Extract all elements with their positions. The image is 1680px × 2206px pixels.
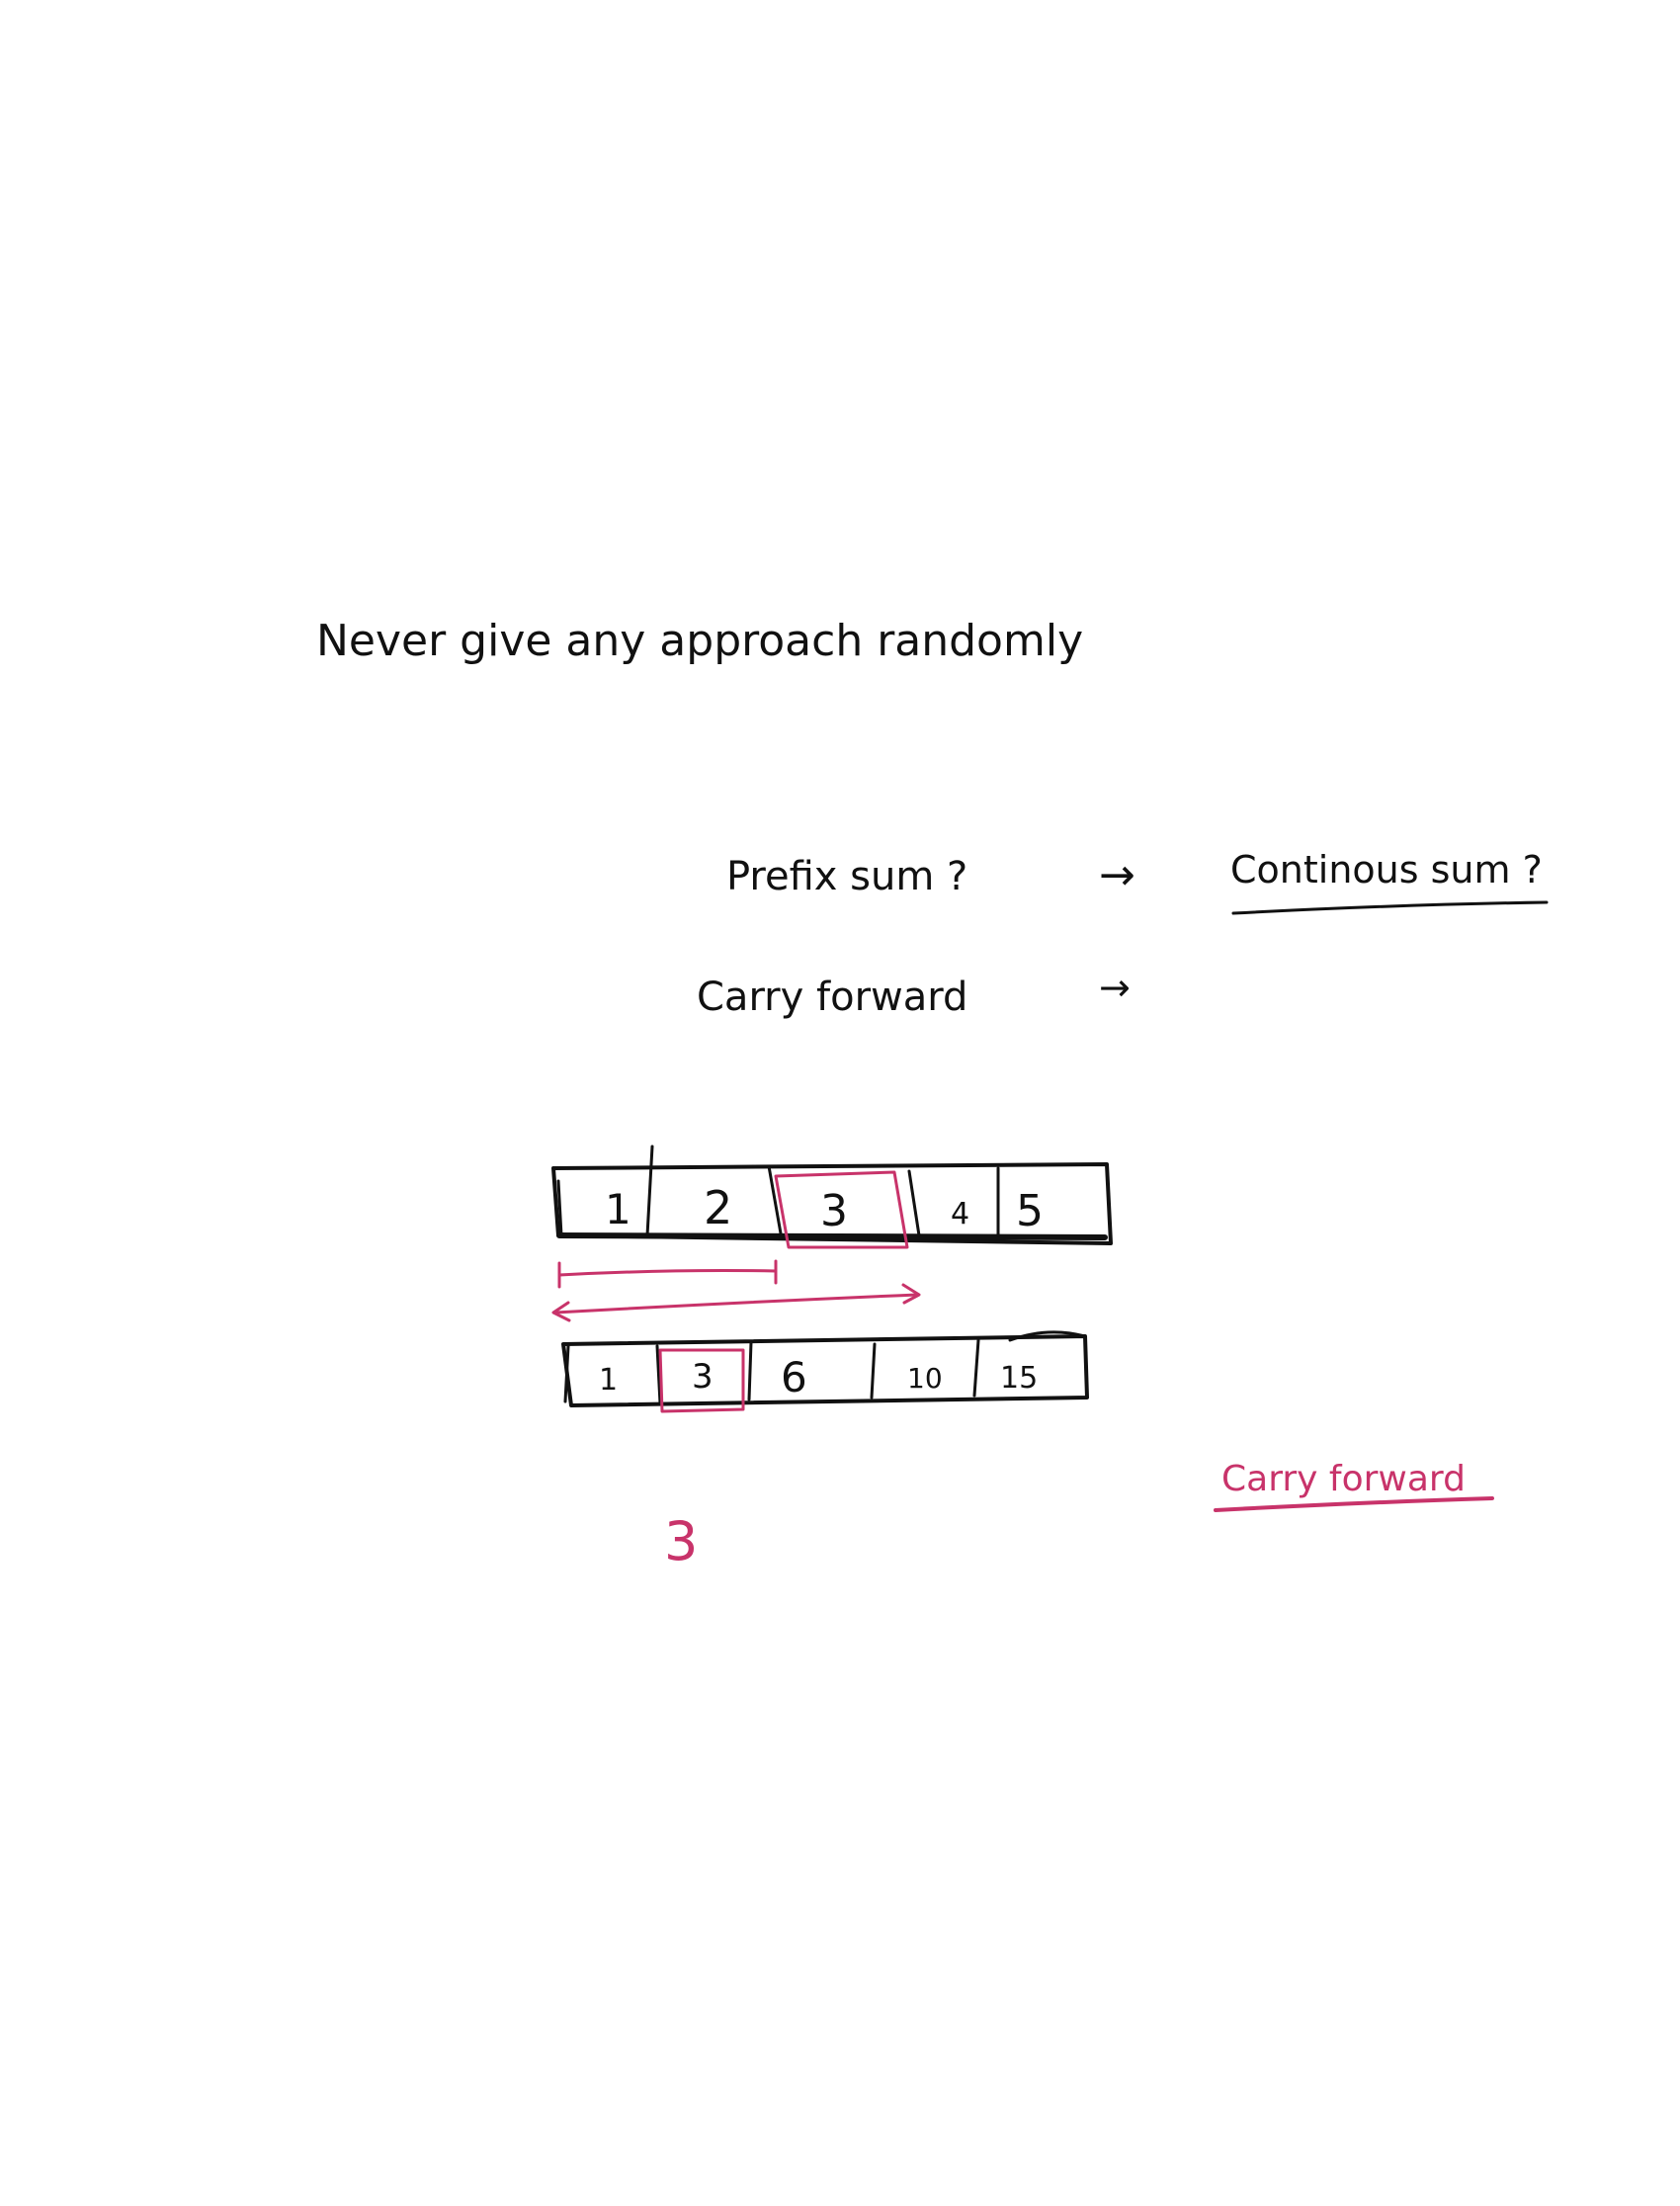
cell-divider	[972, 1338, 980, 1398]
array-cell: 6	[781, 1353, 807, 1401]
prefix-sum-label: Prefix sum ?	[726, 854, 967, 899]
range-arrows	[551, 1259, 921, 1322]
side-note-underline	[1214, 1496, 1494, 1512]
prefix-array: 1 3 6 10 15	[561, 1330, 1089, 1413]
array-cell: 2	[704, 1181, 732, 1234]
range-arrow-short	[557, 1269, 778, 1277]
arrow-right-icon: →	[1099, 966, 1131, 1009]
array-cell: 5	[1016, 1186, 1044, 1236]
cell-divider	[645, 1145, 654, 1237]
result-value: 3	[664, 1510, 698, 1572]
cell-divider	[747, 1340, 753, 1401]
heading-text: Never give any approach randomly	[316, 616, 1083, 666]
continuous-sum-underline	[1231, 900, 1549, 915]
cell-divider	[767, 1164, 783, 1235]
array-cell: 1	[599, 1363, 618, 1398]
original-array: 1 2 3 4 5	[551, 1145, 1113, 1249]
cell-divider	[870, 1342, 877, 1400]
highlight-box	[774, 1170, 909, 1249]
arrow-right-icon: →	[1099, 850, 1135, 900]
array-cell: 15	[1000, 1361, 1038, 1396]
array-cell: 3	[692, 1357, 714, 1397]
array-outline	[561, 1334, 1089, 1407]
array-cell: 4	[951, 1197, 969, 1231]
cell-divider	[907, 1169, 921, 1237]
array-outline	[551, 1162, 1113, 1245]
cell-divider	[655, 1344, 662, 1405]
carry-forward-side-note: Carry forward	[1221, 1459, 1466, 1499]
continuous-sum-label: Continous sum ?	[1230, 848, 1543, 891]
range-arrow-long	[553, 1293, 919, 1315]
array-cell: 1	[605, 1185, 631, 1233]
array-cell: 3	[820, 1186, 848, 1236]
highlight-box	[658, 1348, 745, 1413]
array-cell: 10	[907, 1362, 943, 1395]
carry-forward-label: Carry forward	[697, 975, 967, 1020]
